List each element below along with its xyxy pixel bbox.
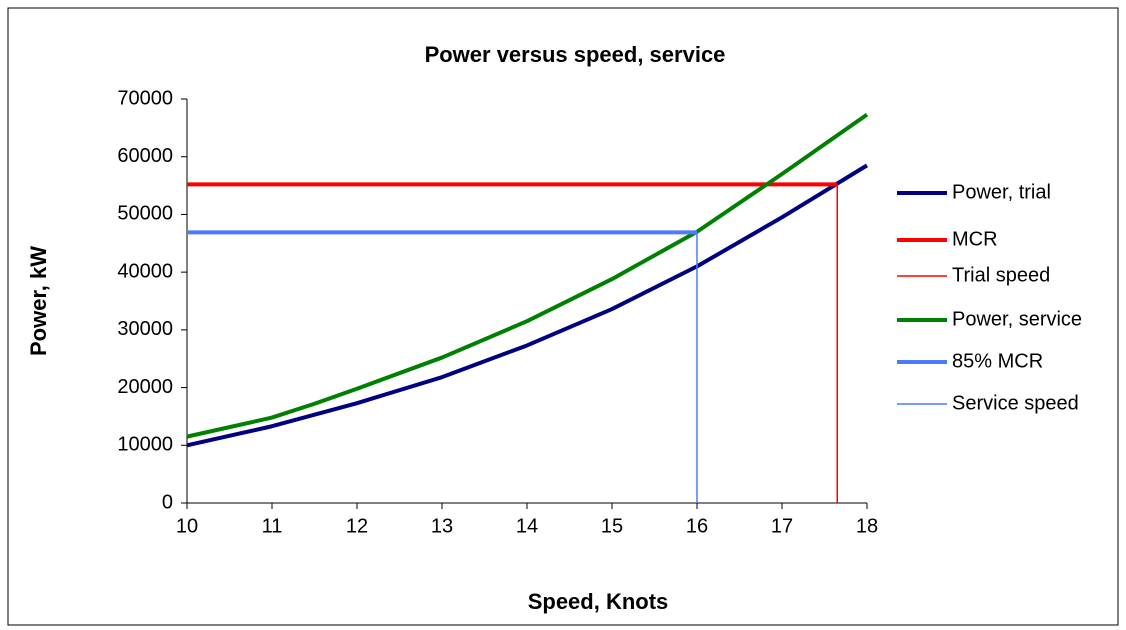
legend-label: MCR <box>952 228 998 250</box>
y-tick-label: 50000 <box>117 203 173 225</box>
legend-label: Service speed <box>952 392 1079 414</box>
legend-label: Power, service <box>952 308 1082 330</box>
x-tick-label: 10 <box>176 515 198 537</box>
x-tick-label: 17 <box>771 515 793 537</box>
y-tick-label: 40000 <box>117 260 173 282</box>
y-tick-label: 20000 <box>117 376 173 398</box>
x-tick-label: 11 <box>262 515 283 537</box>
y-tick-label: 30000 <box>117 318 173 340</box>
legend-label: 85% MCR <box>952 350 1043 372</box>
x-tick-label: 12 <box>346 515 368 537</box>
x-axis-label: Speed, Knots <box>528 589 669 614</box>
chart-title: Power versus speed, service <box>425 42 726 67</box>
series-line <box>186 112 869 439</box>
y-axis-label: Power, kW <box>26 246 51 356</box>
y-tick-label: 60000 <box>117 145 173 167</box>
y-tick-label: 0 <box>162 491 173 513</box>
x-tick-label: 13 <box>431 515 453 537</box>
legend-label: Trial speed <box>952 264 1050 286</box>
x-tick-label: 18 <box>856 515 878 537</box>
x-tick-label: 15 <box>601 515 623 537</box>
y-tick-label: 10000 <box>117 434 173 456</box>
legend-label: Power, trial <box>952 181 1051 203</box>
x-tick-label: 14 <box>516 515 538 537</box>
chart-frame <box>7 7 1119 626</box>
y-tick-label: 70000 <box>117 87 173 109</box>
x-tick-label: 16 <box>686 515 708 537</box>
series-line <box>186 163 869 448</box>
